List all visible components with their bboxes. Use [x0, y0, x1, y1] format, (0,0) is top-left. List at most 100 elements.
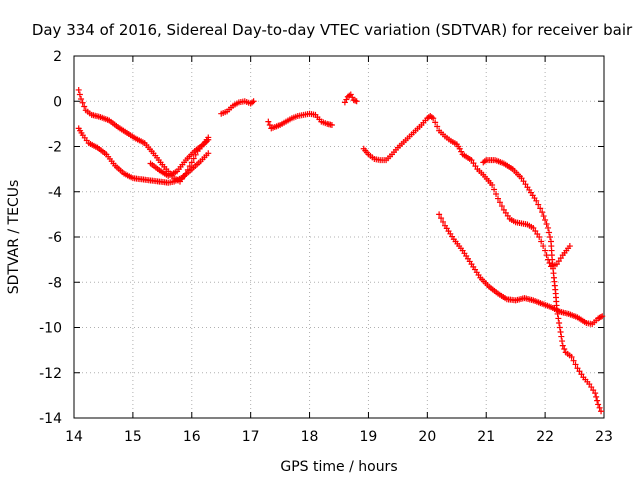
- data-point: [547, 234, 554, 240]
- data-point: [588, 384, 595, 391]
- series-seg-a: [75, 86, 212, 185]
- data-point: [493, 191, 500, 198]
- x-tick-label: 16: [183, 429, 201, 445]
- y-tick-label: -8: [48, 275, 62, 291]
- data-point: [593, 393, 600, 400]
- data-point: [458, 148, 465, 155]
- data-point: [341, 99, 348, 106]
- data-point: [559, 342, 566, 349]
- y-tick-label: -4: [48, 185, 62, 201]
- data-point: [555, 315, 562, 322]
- data-point: [188, 159, 195, 166]
- data-point: [438, 215, 445, 222]
- data-point: [595, 401, 602, 408]
- data-point: [266, 122, 273, 129]
- data-point: [500, 206, 507, 213]
- data-point: [81, 103, 88, 110]
- data-point: [542, 247, 549, 254]
- data-point: [436, 211, 443, 218]
- data-point: [498, 203, 505, 210]
- data-series: [75, 86, 606, 415]
- data-point: [539, 209, 546, 216]
- data-point: [535, 201, 542, 208]
- y-tick-label: 0: [53, 94, 62, 110]
- data-point: [532, 227, 539, 234]
- y-tick-label: -2: [48, 140, 62, 156]
- x-tick-label: 15: [124, 429, 142, 445]
- data-point: [557, 255, 564, 262]
- x-tick-label: 20: [418, 429, 436, 445]
- data-point: [566, 243, 573, 250]
- data-point: [434, 123, 441, 130]
- data-point: [586, 381, 593, 388]
- data-point: [578, 371, 585, 378]
- data-point: [481, 158, 488, 165]
- data-point: [79, 99, 86, 106]
- series-seg-g: [360, 112, 573, 270]
- data-point: [545, 224, 552, 231]
- data-point: [502, 209, 509, 216]
- axis-ticks: 14 15 16 17 18 19 20 21 22 23 -14 -12 -10 -8 -6 -4 -2 0 2: [39, 49, 613, 445]
- y-tick-label: 2: [53, 49, 62, 65]
- data-point: [430, 115, 437, 122]
- series-seg-e: [265, 110, 335, 132]
- data-point: [491, 186, 498, 193]
- data-point: [504, 212, 511, 219]
- data-point: [557, 329, 564, 336]
- data-point: [558, 333, 565, 340]
- data-point: [343, 96, 350, 103]
- data-point: [543, 252, 550, 259]
- y-tick-label: -12: [39, 366, 62, 382]
- x-tick-label: 18: [301, 429, 319, 445]
- data-point: [561, 345, 568, 352]
- data-point: [543, 220, 550, 227]
- data-point: [496, 199, 503, 206]
- data-point: [328, 122, 335, 129]
- x-tick-label: 23: [595, 429, 613, 445]
- data-point: [546, 229, 553, 236]
- data-point: [598, 408, 605, 415]
- data-point: [76, 91, 83, 98]
- data-point: [205, 150, 212, 157]
- data-point: [78, 95, 85, 102]
- data-point: [576, 368, 583, 375]
- x-tick-label: 19: [360, 429, 378, 445]
- x-tick-label: 22: [536, 429, 554, 445]
- data-point: [472, 163, 479, 170]
- data-point: [596, 404, 603, 411]
- data-point: [205, 134, 212, 141]
- x-tick-label: 17: [242, 429, 260, 445]
- data-point: [534, 230, 541, 237]
- plot-frame: [73, 55, 605, 419]
- series-seg-d: [218, 98, 257, 117]
- data-point: [432, 119, 439, 126]
- grid: [74, 56, 604, 418]
- data-point: [592, 390, 599, 397]
- data-point: [572, 361, 579, 368]
- data-point: [489, 181, 496, 188]
- series-seg-h: [480, 157, 605, 415]
- series-seg-c: [147, 134, 212, 179]
- data-point: [555, 258, 562, 265]
- data-point: [522, 181, 529, 188]
- data-point: [468, 157, 475, 164]
- x-tick-label: 21: [477, 429, 495, 445]
- data-point: [556, 319, 563, 326]
- data-point: [495, 195, 501, 202]
- series-seg-i: [436, 211, 606, 328]
- data-point: [540, 243, 547, 250]
- data-point: [470, 160, 477, 167]
- data-point: [190, 155, 197, 162]
- data-point: [249, 99, 256, 106]
- series-seg-b: [75, 125, 212, 186]
- data-point: [546, 260, 553, 267]
- data-point: [518, 175, 525, 182]
- data-point: [590, 387, 597, 394]
- data-point: [75, 86, 82, 93]
- data-point: [574, 365, 581, 372]
- data-point: [559, 338, 566, 345]
- data-point: [520, 178, 527, 185]
- data-point: [440, 218, 447, 225]
- data-point: [265, 118, 272, 125]
- series-seg-f: [341, 91, 360, 106]
